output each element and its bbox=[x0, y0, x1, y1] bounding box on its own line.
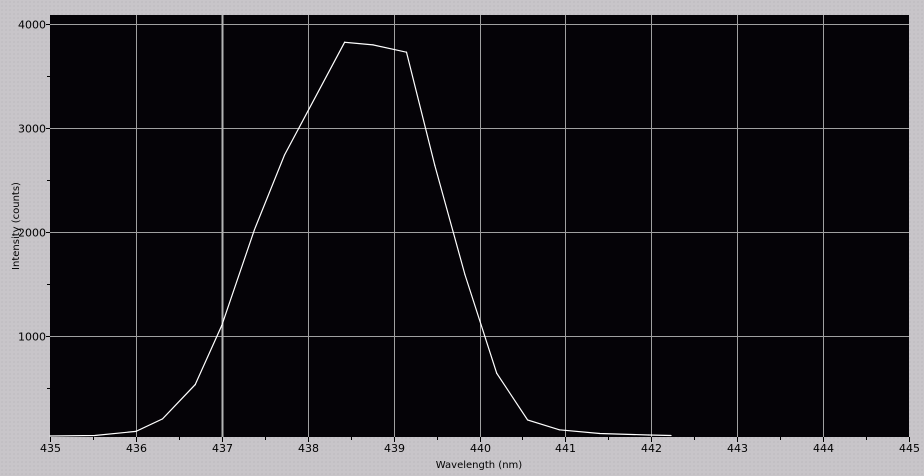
data-point bbox=[283, 154, 286, 156]
x-tick-label: 445 bbox=[899, 442, 920, 455]
y-axis: 1000 2000 3000 4000 bbox=[18, 19, 50, 389]
y-tick-label: 1000 bbox=[18, 331, 46, 344]
x-tick-label: 441 bbox=[555, 442, 576, 455]
data-point bbox=[344, 41, 346, 43]
x-axis-label: Wavelength (nm) bbox=[436, 460, 522, 471]
data-point bbox=[434, 164, 436, 167]
x-tick-label: 444 bbox=[813, 442, 834, 455]
data-point bbox=[49, 435, 51, 437]
data-point bbox=[253, 229, 256, 231]
y-tick-label: 3000 bbox=[18, 123, 46, 136]
data-point bbox=[161, 418, 164, 420]
data-point bbox=[496, 372, 498, 374]
x-tick-label: 442 bbox=[641, 442, 662, 455]
data-point bbox=[221, 324, 223, 327]
x-axis: 435 436 437 438 439 440 441 442 443 444 445 bbox=[40, 437, 920, 455]
data-point bbox=[670, 434, 672, 437]
data-point bbox=[135, 430, 137, 432]
x-tick-label: 439 bbox=[384, 442, 405, 455]
data-point bbox=[372, 44, 374, 46]
data-point bbox=[194, 384, 196, 386]
y-tick-label: 2000 bbox=[18, 227, 46, 240]
x-tick-label: 436 bbox=[126, 442, 147, 455]
x-tick-label: 435 bbox=[40, 442, 61, 455]
data-point bbox=[405, 51, 408, 53]
x-tick-label: 443 bbox=[727, 442, 748, 455]
data-point bbox=[527, 419, 529, 421]
data-point bbox=[464, 273, 466, 276]
y-tick-label: 4000 bbox=[18, 19, 46, 32]
x-tick-label: 438 bbox=[298, 442, 319, 455]
data-point bbox=[558, 429, 560, 431]
data-point bbox=[648, 434, 650, 436]
plot-area bbox=[50, 15, 909, 437]
x-tick-label: 440 bbox=[470, 442, 491, 455]
y-axis-label: Intensity (counts) bbox=[11, 182, 22, 270]
x-tick-label: 437 bbox=[212, 442, 233, 455]
grid bbox=[50, 15, 909, 437]
data-point bbox=[94, 434, 96, 437]
data-point bbox=[599, 432, 601, 435]
